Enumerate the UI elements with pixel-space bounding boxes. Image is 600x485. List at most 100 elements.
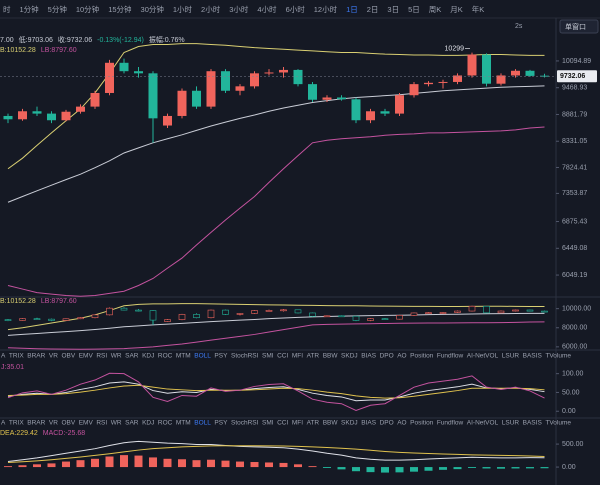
indicator-tab[interactable]: AI-NetVOL — [467, 420, 499, 427]
candle-body — [482, 54, 491, 84]
indicator-tab[interactable]: SKDJ — [341, 353, 358, 360]
kdj-header: J:35.01 — [1, 364, 24, 371]
indicator-tab[interactable]: BOLL — [194, 353, 211, 360]
indicator-tab[interactable]: StochRSI — [231, 353, 259, 360]
indicator-tab[interactable]: BIAS — [361, 420, 376, 427]
candle-body — [409, 84, 419, 96]
indicator-tab[interactable]: BBW — [323, 420, 339, 427]
indicator-tab[interactable]: MTM — [176, 353, 191, 360]
indicator-tab[interactable]: Fundflow — [437, 353, 464, 360]
interval-tab[interactable]: 时 — [3, 4, 11, 14]
indicator-tab[interactable]: Fundflow — [437, 420, 464, 427]
indicator-tab[interactable]: KDJ — [142, 353, 154, 360]
indicator-tab[interactable]: ROC — [158, 353, 173, 360]
indicator-tab[interactable]: ATR — [307, 420, 320, 427]
candle-body — [177, 90, 187, 116]
indicator-tab[interactable]: SAR — [125, 420, 139, 427]
interval-tab[interactable]: 1分钟 — [20, 4, 40, 14]
indicator-tab[interactable]: AO — [397, 420, 406, 427]
indicator-tab[interactable]: ROC — [158, 420, 173, 427]
indicator-tab[interactable]: SKDJ — [341, 420, 358, 427]
indicator-tab[interactable]: BBW — [323, 353, 339, 360]
indicator-tab[interactable]: StochRSI — [231, 420, 259, 427]
candle-body — [163, 115, 172, 126]
window-button-label[interactable]: 单窗口 — [565, 22, 586, 31]
indicator-tab[interactable]: OBV — [61, 353, 75, 360]
interval-tab[interactable]: 1小时 — [173, 4, 193, 14]
indicator-tab[interactable]: BASIS — [523, 353, 543, 360]
indicator-tab[interactable]: PSY — [214, 420, 228, 427]
macd-bar — [352, 467, 360, 472]
info-text: MACD:-25.68 — [43, 430, 86, 437]
y-tick-label: 50.00 — [562, 389, 580, 396]
interval-tab[interactable]: 3小时 — [229, 4, 249, 14]
indicator-tab[interactable]: RSI — [96, 353, 107, 360]
interval-tab[interactable]: 年K — [472, 4, 485, 14]
indicator-tab[interactable]: VR — [49, 420, 58, 427]
indicator-tab[interactable]: LSUR — [502, 353, 520, 360]
candle-body — [32, 111, 42, 114]
indicator-tab[interactable]: RSI — [96, 420, 107, 427]
indicator-tab[interactable]: MFI — [292, 420, 303, 427]
indicator-tab[interactable]: AI-NetVOL — [467, 353, 499, 360]
window-button[interactable] — [559, 19, 599, 34]
indicator-tab[interactable]: VR — [49, 353, 58, 360]
interval-tab[interactable]: 6小时 — [286, 4, 306, 14]
interval-tab[interactable]: 4小时 — [257, 4, 277, 14]
indicator-tab[interactable]: DPO — [380, 353, 394, 360]
candle-body — [3, 115, 13, 120]
interval-tab[interactable]: 15分钟 — [108, 4, 132, 14]
interval-tab[interactable]: 5日 — [408, 5, 420, 14]
candle-body — [119, 62, 129, 72]
indicator-tab[interactable]: EMV — [79, 353, 94, 360]
y-tick-label: 10094.89 — [562, 58, 591, 65]
interval-tab[interactable]: 3日 — [387, 5, 399, 14]
indicator-tab[interactable]: PSY — [214, 353, 228, 360]
indicator-tab[interactable]: TRIX — [9, 353, 24, 360]
indicator-tab[interactable]: BASIS — [523, 420, 543, 427]
interval-tab[interactable]: 12小时 — [314, 4, 338, 14]
indicator-tab[interactable]: SMI — [262, 353, 274, 360]
indicator-tab[interactable]: CCI — [277, 353, 288, 360]
candle-body — [206, 71, 216, 107]
indicator-tab[interactable]: TVolume — [545, 353, 571, 360]
high-annotation: 10299 — [445, 45, 465, 52]
indicator-tab[interactable]: SMI — [262, 420, 274, 427]
indicator-tab[interactable]: TRIX — [9, 420, 24, 427]
interval-tab[interactable]: 2小时 — [201, 4, 221, 14]
indicator-tab[interactable]: A — [1, 420, 6, 427]
candle-body — [19, 318, 26, 321]
candle-body — [207, 309, 215, 319]
indicator-tab[interactable]: BOLL — [194, 420, 211, 427]
interval-tab[interactable]: 2日 — [367, 5, 379, 14]
indicator-tab[interactable]: EMV — [79, 420, 94, 427]
indicator-tab[interactable]: MFI — [292, 353, 303, 360]
interval-tab[interactable]: 5分钟 — [48, 4, 68, 14]
indicator-tab[interactable]: CCI — [277, 420, 288, 427]
indicator-tab[interactable]: WR — [111, 353, 122, 360]
interval-tab[interactable]: 周K — [429, 5, 442, 14]
indicator-tab[interactable]: DPO — [380, 420, 394, 427]
indicator-tab[interactable]: BRAR — [27, 353, 45, 360]
interval-tab[interactable]: 30分钟 — [141, 4, 165, 14]
indicator-tab[interactable]: KDJ — [142, 420, 154, 427]
indicator-tab[interactable]: OBV — [61, 420, 75, 427]
indicator-tab[interactable]: WR — [111, 420, 122, 427]
interval-tab[interactable]: 10分钟 — [76, 4, 100, 14]
indicator-tab[interactable]: Position — [410, 420, 434, 427]
indicator-tab[interactable]: LSUR — [502, 420, 520, 427]
interval-tab[interactable]: 1日 — [346, 5, 358, 14]
indicator-tab[interactable]: MTM — [176, 420, 191, 427]
indicator-tab[interactable]: AO — [397, 353, 406, 360]
indicator-tab[interactable]: A — [1, 353, 6, 360]
indicator-tab[interactable]: Position — [410, 353, 434, 360]
indicator-tab[interactable]: TVolume — [545, 420, 571, 427]
candle-body — [250, 73, 259, 87]
indicator-tab[interactable]: SAR — [125, 353, 139, 360]
indicator-tab[interactable]: BIAS — [361, 353, 376, 360]
interval-tab[interactable]: 月K — [450, 5, 463, 14]
candle-body — [135, 309, 142, 312]
indicator-tab[interactable]: BRAR — [27, 420, 45, 427]
macd-bar — [163, 458, 172, 468]
indicator-tab[interactable]: ATR — [307, 353, 320, 360]
